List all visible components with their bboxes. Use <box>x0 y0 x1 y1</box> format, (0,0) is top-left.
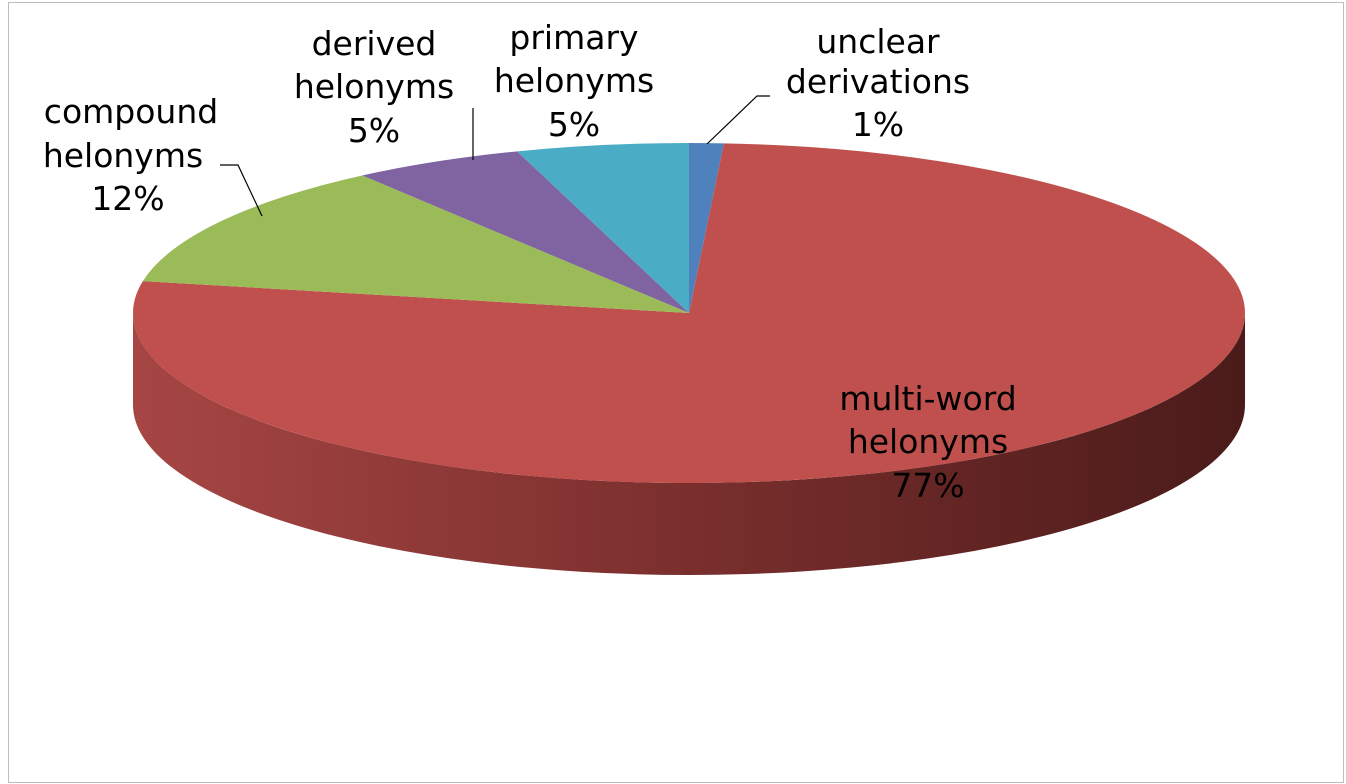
label-percent: 12% <box>91 179 164 218</box>
label-line1: multi-word <box>839 379 1016 418</box>
svg-text:5%: 5% <box>548 105 600 144</box>
svg-text:helonyms: helonyms <box>43 136 203 175</box>
label-percent: 1% <box>852 105 904 144</box>
data-label-compound-helonyms: compound helonyms 12% <box>43 92 218 218</box>
label-line2: helonyms <box>43 136 203 175</box>
svg-text:derived: derived <box>312 24 437 63</box>
svg-text:compound: compound <box>44 92 218 131</box>
svg-text:helonyms: helonyms <box>294 67 454 106</box>
data-label-derived-helonyms: derived helonyms 5% <box>294 24 454 150</box>
svg-text:primary: primary <box>509 18 638 57</box>
pie-side-multi-word-helonyms <box>133 313 1245 575</box>
label-percent: 5% <box>348 111 400 150</box>
label-line1: derived <box>312 24 437 63</box>
data-label-unclear-derivations: unclear derivations 1% <box>786 22 970 144</box>
label-percent: 5% <box>548 105 600 144</box>
leader-line-compound-helonyms <box>220 164 263 217</box>
data-label-multi-word-helonyms: multi-word helonyms 77% <box>839 379 1016 505</box>
label-line1: primary <box>509 18 638 57</box>
label-line2: helonyms <box>848 422 1008 461</box>
svg-text:5%: 5% <box>348 111 400 150</box>
pie-slice-derived-helonyms <box>362 151 689 313</box>
pie-slice-primary-helonyms <box>517 143 689 313</box>
leader-line-unclear-derivations <box>706 95 770 145</box>
svg-text:unclear: unclear <box>816 22 940 61</box>
label-line2: helonyms <box>294 67 454 106</box>
svg-text:multi-word: multi-word <box>839 379 1016 418</box>
data-label-primary-helonyms: primary helonyms 5% <box>494 18 654 144</box>
svg-text:helonyms: helonyms <box>494 61 654 100</box>
label-line2: helonyms <box>494 61 654 100</box>
svg-text:1%: 1% <box>852 105 904 144</box>
pie-slice-compound-helonyms <box>142 175 690 313</box>
pie-slice-unclear-derivations <box>689 143 724 313</box>
label-percent: 77% <box>891 466 964 505</box>
svg-text:12%: 12% <box>91 179 164 218</box>
svg-text:77%: 77% <box>891 466 964 505</box>
svg-text:helonyms: helonyms <box>848 422 1008 461</box>
label-line1: unclear <box>816 22 940 61</box>
label-line2: derivations <box>786 62 970 101</box>
svg-text:derivations: derivations <box>786 62 970 101</box>
pie-slice-multi-word-helonyms <box>133 143 1245 484</box>
label-line1: compound <box>44 92 218 131</box>
